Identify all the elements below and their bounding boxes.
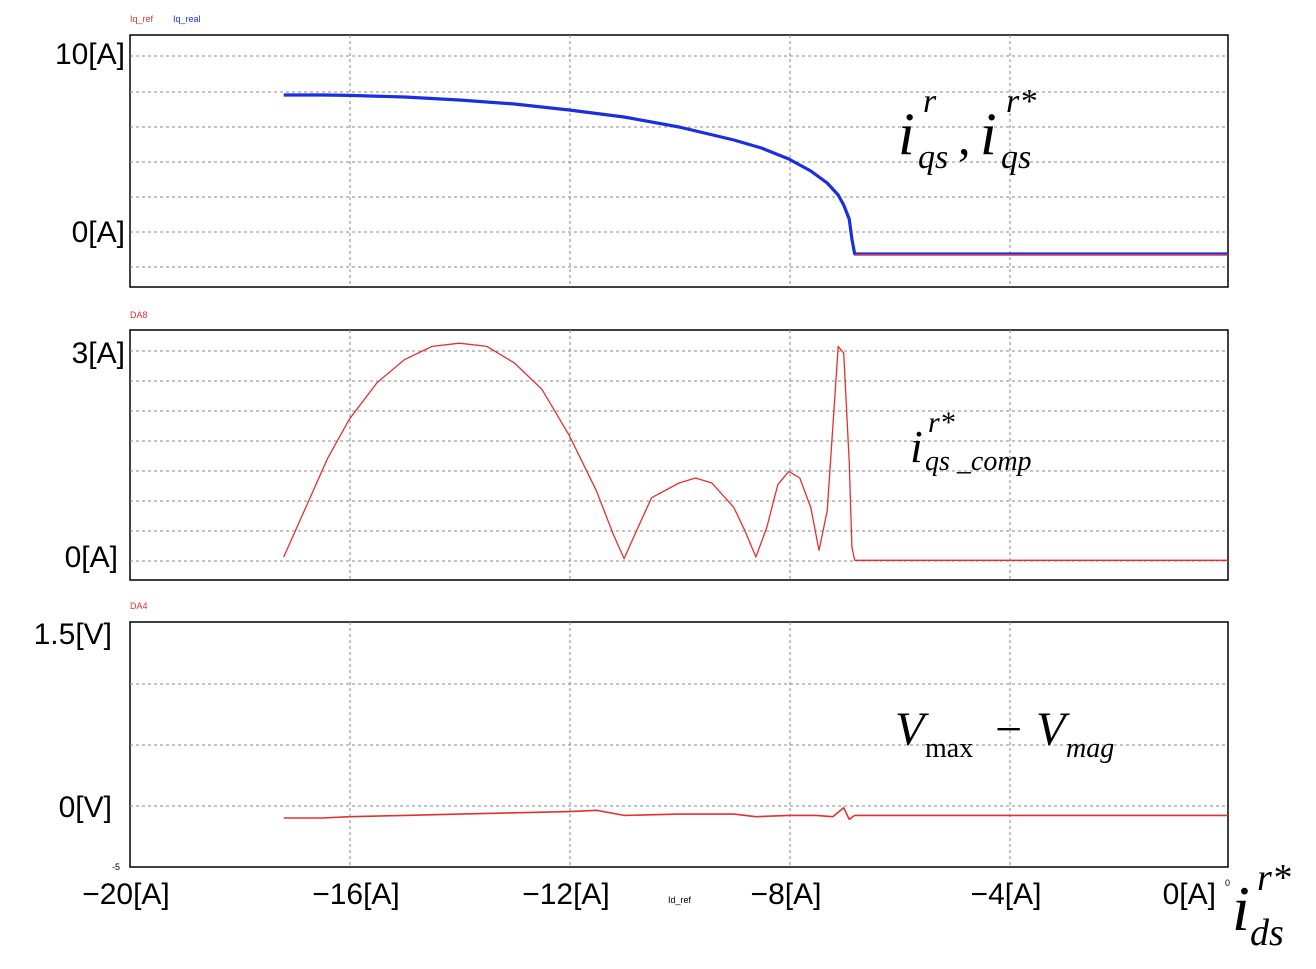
annotation-base: V [1036,703,1070,756]
annotation-operator: − [995,703,1022,756]
annotation-iqs: i r qs , i r* qs [898,83,1036,176]
panel-voltage-series [283,806,1228,821]
panel-iq-series [283,93,1228,256]
panel-voltage: DA4 1.5[V] 0[V] -5 V max − V mag [34,601,1229,872]
annotation-sub: ds [1250,912,1284,954]
annotation-sub: qs [918,139,948,176]
annotation-base: i [910,421,923,472]
x-tick-label: −8[A] [751,878,822,911]
panel-iq-comp: DA8 3[A] 0[A] i r* qs _comp [65,310,1229,581]
annotation-sub: max [925,733,973,764]
annotation-sub: qs [1001,139,1031,176]
y-tick-label: 0[A] [65,541,118,574]
y-tick-label: 10[A] [55,38,125,71]
annotation-base: i [980,101,997,167]
annotation-sup: r [923,83,937,120]
series-line [283,93,1228,256]
panel-iq: Iq_ref Iq_real 10[A] 0[A] i r qs , i r* … [55,14,1229,288]
x-tick-label: −4[A] [971,878,1042,911]
panel-iq-frame [129,34,1229,288]
panel-iq-comp-frame [129,329,1229,581]
channel-label-da8: DA8 [130,310,148,320]
annotation-sup: r* [928,406,955,439]
x-small-label: Id_ref [668,895,692,905]
y-tick-label: 3[A] [72,337,125,370]
x-tick-label: −12[A] [522,878,610,911]
annotation-sub: mag [1066,733,1114,764]
channel-label-iq-ref: Iq_ref [130,14,154,24]
channel-label-da4: DA4 [130,601,148,611]
x-tick-label: −16[A] [312,878,400,911]
panel-voltage-grid [130,622,1228,867]
annotation-sup: r* [1257,857,1291,899]
channel-label-iq-real: Iq_real [173,14,201,24]
annotation-base: i [1232,873,1250,944]
x-axis-ticks: −20[A] −16[A] −12[A] −8[A] −4[A] 0[A] [82,878,1216,911]
series-line [283,342,1228,561]
annotation-ids: i r* ds [1232,857,1291,954]
annotation-separator: , [958,109,971,165]
x-tick-label: 0[A] [1163,878,1216,911]
panel-iq-comp-series [283,342,1228,561]
y-tick-label: 0[A] [72,216,125,249]
series-line [283,806,1228,821]
annotation-vmax-vmag: V max − V mag [895,703,1114,764]
annotation-iqs-comp: i r* qs _comp [910,406,1032,477]
annotation-sup: r* [1006,83,1036,120]
x-small-zero: 0 [1225,878,1230,888]
annotation-sub: qs _comp [925,446,1032,477]
panel-iq-comp-grid [130,330,1228,580]
y-tick-label: 1.5[V] [34,618,112,651]
panel-iq-grid [130,35,1228,287]
annotation-base: V [895,703,929,756]
y-small-tick: -5 [112,862,120,872]
y-tick-label: 0[V] [59,791,112,824]
x-tick-label: −20[A] [82,878,170,911]
annotation-base: i [898,101,915,167]
